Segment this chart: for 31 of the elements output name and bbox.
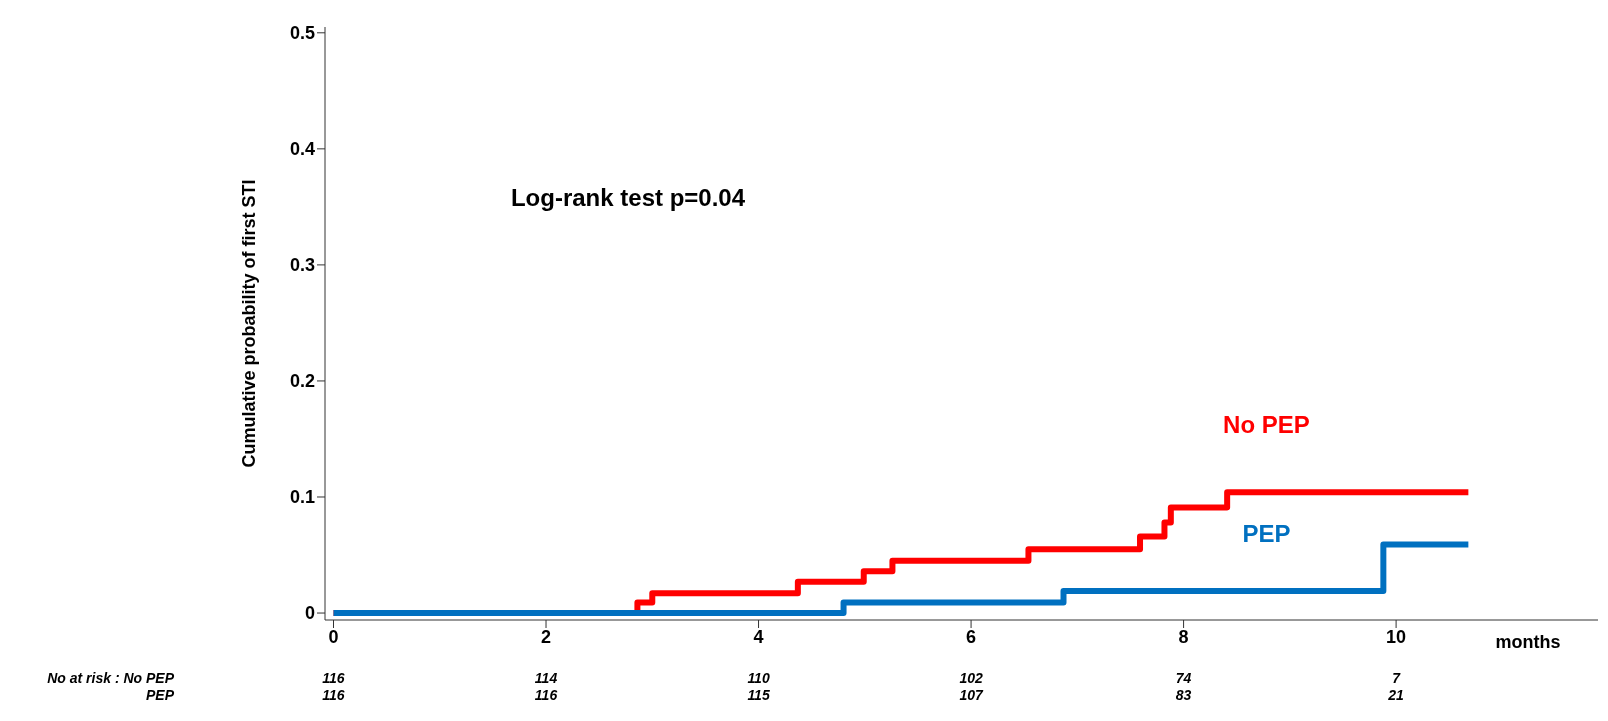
text: 115 (747, 687, 770, 703)
text: PEP (145, 687, 175, 703)
text: 110 (747, 670, 770, 686)
text: No PEP (1223, 410, 1310, 438)
x-tick-label: 2 (541, 626, 552, 647)
text: 116 (322, 687, 345, 703)
text: 74 (1175, 670, 1192, 686)
y-tick-label: 0.2 (289, 371, 315, 392)
x-tick-label: 10 (1386, 626, 1407, 647)
text: 116 (534, 687, 558, 703)
y-axis-title: Cumulative probability of first STI (238, 179, 259, 468)
x-tick-label: 6 (966, 626, 977, 647)
x-tick-label: 0 (328, 626, 339, 647)
y-tick-label: 0 (304, 603, 315, 624)
x-tick-label: 8 (1178, 626, 1189, 647)
y-tick-label: 0.1 (289, 487, 315, 508)
x-tick-label: 4 (753, 626, 764, 647)
text: No at risk : No PEP (47, 670, 175, 686)
text: 116 (322, 670, 345, 686)
y-tick-label: 0.4 (289, 139, 315, 160)
y-tick-label: 0.5 (289, 23, 315, 44)
x-axis-title: months (1495, 632, 1561, 652)
text: 21 (1387, 687, 1405, 703)
text: 7 (1392, 670, 1402, 686)
text: 83 (1175, 687, 1192, 703)
text: 114 (534, 670, 558, 686)
y-tick-label: 0.3 (289, 255, 315, 276)
text: 107 (959, 687, 984, 703)
text: 102 (959, 670, 983, 686)
series-label: PEP (1242, 519, 1291, 547)
annotation: Log-rank test p=0.04 (510, 184, 746, 211)
